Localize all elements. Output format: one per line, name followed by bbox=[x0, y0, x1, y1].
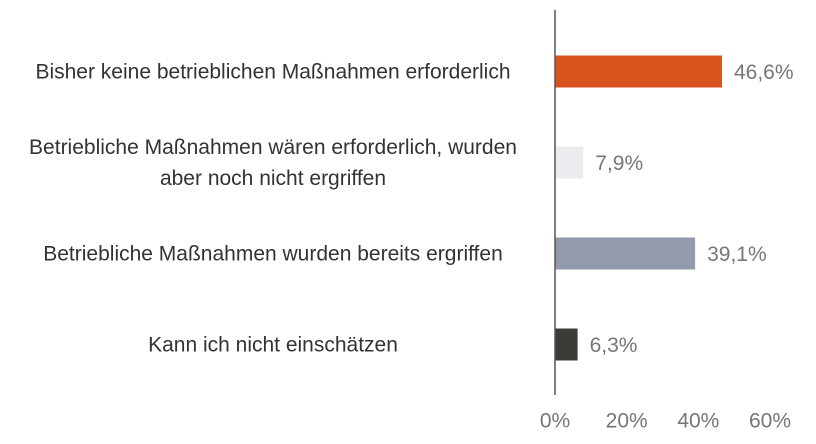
x-tick-label: 0% bbox=[540, 410, 570, 433]
value-label: 7,9% bbox=[595, 152, 643, 175]
x-tick-label: 20% bbox=[606, 410, 648, 433]
bar bbox=[555, 55, 722, 88]
x-tick-label: 40% bbox=[677, 410, 719, 433]
category-label: Bisher keine betrieblichen Maßnahmen erf… bbox=[35, 60, 511, 83]
category-label: Kann ich nicht einschätzen bbox=[148, 333, 398, 356]
value-label: 46,6% bbox=[734, 61, 794, 84]
bar bbox=[555, 146, 584, 179]
bar bbox=[555, 237, 696, 270]
category-label: Betriebliche Maßnahmen wären erforderlic… bbox=[29, 135, 517, 190]
x-tick-label: 60% bbox=[749, 410, 791, 433]
category-label: Betriebliche Maßnahmen wurden bereits er… bbox=[43, 242, 503, 265]
bar bbox=[555, 328, 578, 361]
value-label: 6,3% bbox=[590, 334, 638, 357]
value-label: 39,1% bbox=[707, 243, 767, 266]
